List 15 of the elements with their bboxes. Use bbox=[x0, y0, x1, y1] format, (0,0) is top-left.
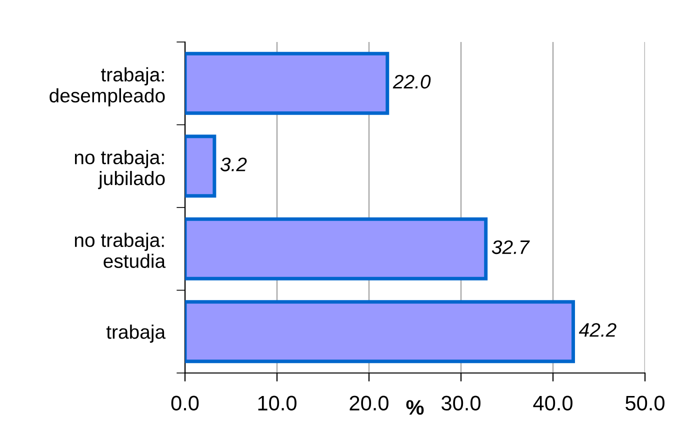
x-tick-label: 50.0 bbox=[626, 396, 664, 411]
data-label: 3.2 bbox=[220, 158, 247, 172]
data-label: 22.0 bbox=[392, 74, 431, 89]
x-axis-title: % bbox=[406, 400, 424, 415]
data-label: 42.2 bbox=[578, 323, 616, 337]
x-tick-label: 40.0 bbox=[533, 396, 572, 411]
y-tick-label: trabaja: desempleado bbox=[50, 67, 165, 106]
x-tick-label: 0.0 bbox=[171, 396, 199, 411]
x-tick-label: 10.0 bbox=[258, 396, 296, 411]
y-tick-label: no trabaja: estudia bbox=[74, 232, 166, 268]
data-label: 32.7 bbox=[492, 240, 530, 254]
y-tick-label: trabaja bbox=[106, 324, 166, 343]
x-tick-label: 30.0 bbox=[442, 396, 480, 411]
y-tick-label: no trabaja: jubilado bbox=[74, 150, 165, 190]
x-tick-label: 20.0 bbox=[350, 396, 388, 411]
